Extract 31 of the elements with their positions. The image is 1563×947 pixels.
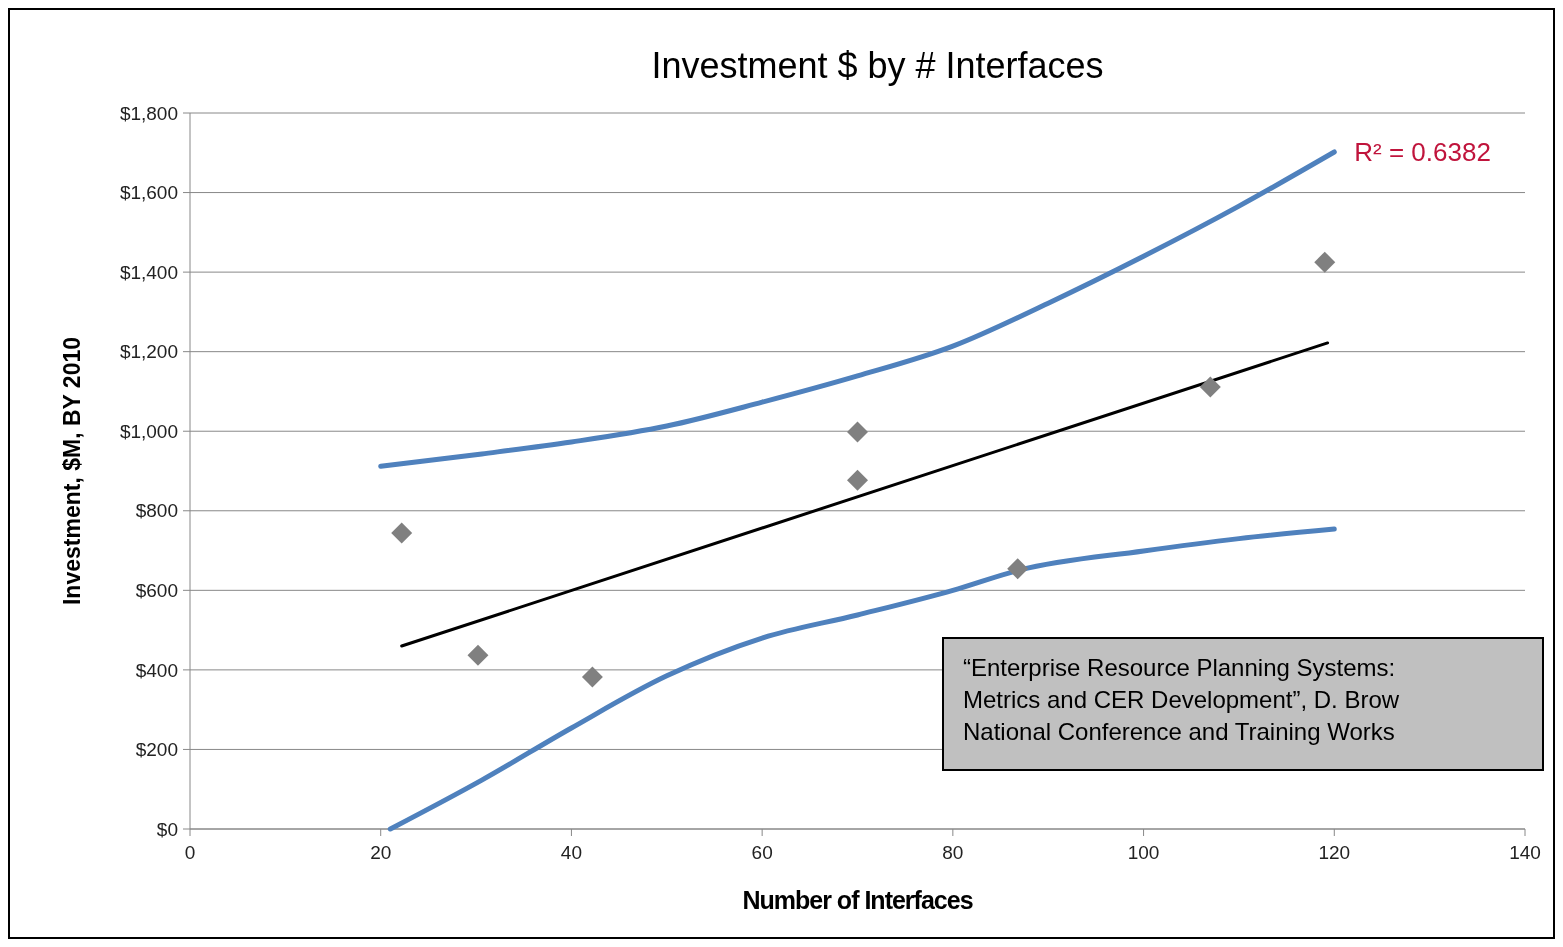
x-tick-label: 0 xyxy=(184,842,196,863)
y-tick-label: $600 xyxy=(135,579,178,601)
y-tick-label: $1,400 xyxy=(119,261,178,283)
annotation: “Enterprise Resource Planning Systems: Metrics and CER Development”, D. Brow National Conference and Training Works xyxy=(963,654,1400,745)
y-axis-title: Investment, $M, BY 2010 xyxy=(59,336,85,606)
point xyxy=(1199,376,1221,398)
y-tick-label: $1,600 xyxy=(119,182,178,204)
x-tick-label: 80 xyxy=(942,842,964,863)
annotation: R² = 0.6382 xyxy=(1354,137,1491,168)
y-tick-label: $1,200 xyxy=(119,341,178,363)
point xyxy=(391,522,413,544)
point xyxy=(467,644,489,666)
x-tick-label: 120 xyxy=(1318,842,1351,863)
y-tick-label: $800 xyxy=(135,500,178,522)
y-tick-label: $400 xyxy=(135,659,178,681)
x-tick-label: 100 xyxy=(1127,842,1160,863)
x-tick-label: 60 xyxy=(751,842,773,863)
y-tick-label: $0 xyxy=(156,818,178,840)
y-tick-label: $200 xyxy=(135,739,178,761)
y-tick-label: $1,800 xyxy=(119,102,178,124)
point xyxy=(1007,558,1029,580)
x-tick-label: 20 xyxy=(370,842,392,863)
point xyxy=(1314,251,1336,273)
x-tick-label: 40 xyxy=(560,842,582,863)
point xyxy=(581,666,603,688)
chart-title: Investment $ by # Interfaces xyxy=(651,45,1104,86)
y-tick-label: $1,000 xyxy=(119,420,178,442)
point xyxy=(847,469,868,491)
x-axis-title: Number of Interfaces xyxy=(742,886,973,914)
x-tick-label: 140 xyxy=(1509,842,1541,863)
point xyxy=(847,421,868,443)
